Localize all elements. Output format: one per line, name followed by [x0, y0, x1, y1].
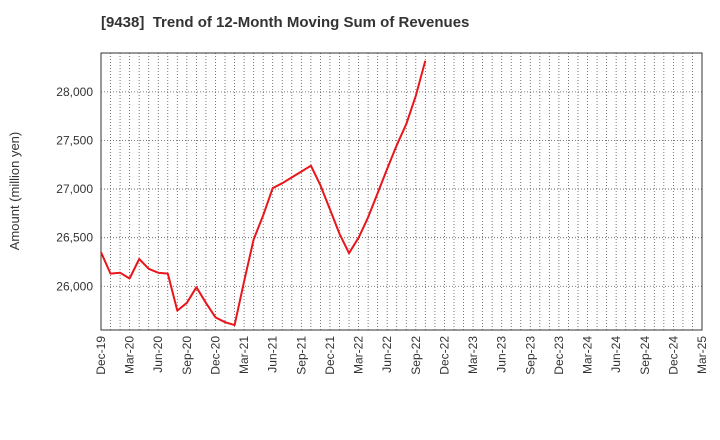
- x-tick-label: Jun-21: [266, 336, 280, 373]
- y-tick-label: 26,500: [56, 231, 93, 245]
- x-tick-label: Jun-22: [380, 336, 394, 373]
- x-tick-label: Sep-20: [180, 336, 194, 375]
- x-tick-label: Mar-22: [352, 336, 366, 374]
- y-axis-ticks: 26,000 26,500 27,000 27,500 28,000: [56, 85, 93, 293]
- x-tick-label: Sep-22: [409, 336, 423, 375]
- x-tick-label: Jun-23: [495, 336, 509, 373]
- plot-frame: [100, 52, 703, 331]
- chart-title: [9438] Trend of 12-Month Moving Sum of R…: [101, 14, 470, 31]
- x-tick-label: Dec-20: [208, 336, 222, 375]
- series-line: [100, 60, 427, 327]
- x-tick-label: Dec-23: [552, 336, 566, 375]
- x-tick-label: Sep-23: [523, 336, 537, 375]
- x-tick-label: Mar-23: [466, 336, 480, 374]
- x-tick-label: Dec-24: [666, 336, 680, 375]
- x-tick-label: Jun-24: [609, 336, 623, 373]
- grid-lines: [101, 53, 702, 330]
- y-tick-label: 27,500: [56, 133, 93, 147]
- y-tick-label: 26,000: [56, 279, 93, 293]
- y-axis-label: Amount (million yen): [7, 132, 22, 251]
- x-tick-label: Mar-24: [581, 336, 595, 374]
- series-layer: [100, 60, 427, 327]
- x-tick-label: Mar-21: [237, 336, 251, 374]
- x-tick-label: Sep-21: [294, 336, 308, 375]
- x-tick-label: Mar-25: [695, 336, 709, 374]
- x-tick-label: Dec-21: [323, 336, 337, 375]
- x-tick-label: Mar-20: [123, 336, 137, 374]
- x-tick-label: Sep-24: [638, 336, 652, 375]
- y-tick-label: 27,000: [56, 182, 93, 196]
- x-tick-label: Dec-22: [437, 336, 451, 375]
- x-tick-label: Jun-20: [151, 336, 165, 373]
- x-axis-ticks: Dec-19 Mar-20 Jun-20 Sep-20 Dec-20 Mar-21 Jun-…: [94, 336, 709, 375]
- x-tick-label: Dec-19: [94, 336, 108, 375]
- y-tick-label: 28,000: [56, 85, 93, 99]
